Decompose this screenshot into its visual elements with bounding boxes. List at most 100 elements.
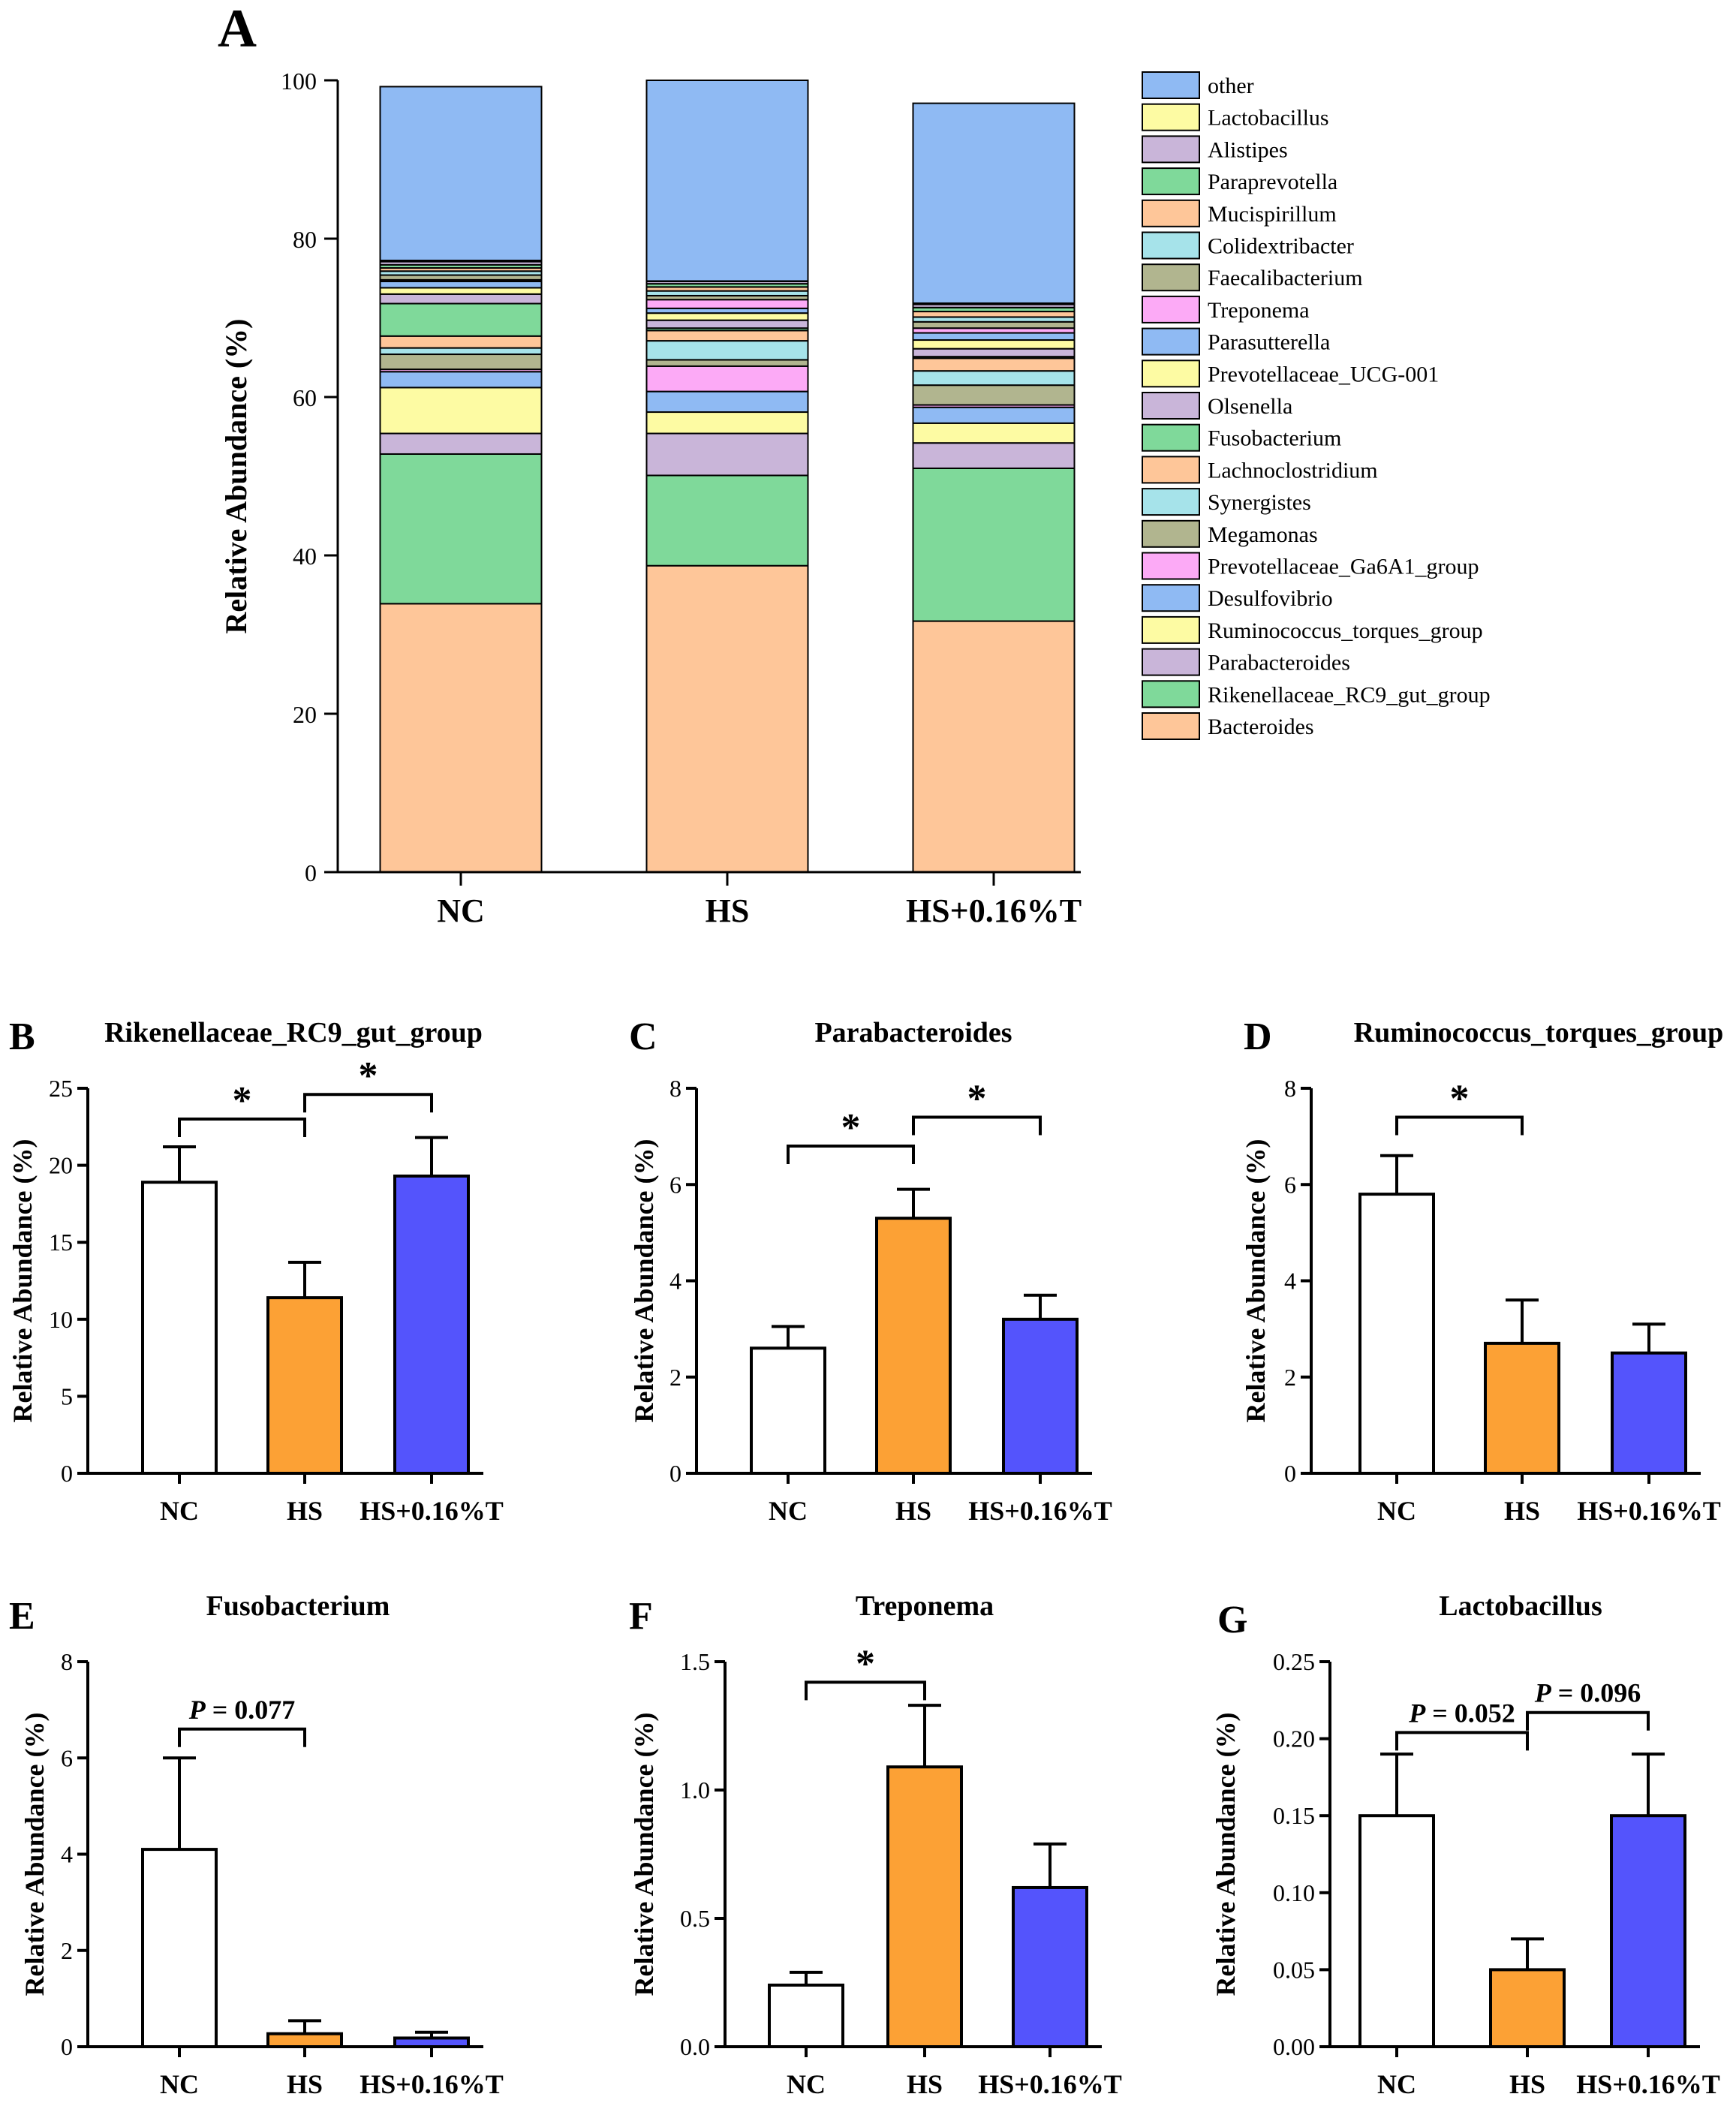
legend-label: Bacteroides: [1208, 715, 1314, 739]
bar-hs: [266, 1296, 343, 1476]
stack-segment-desulfovibrio: [645, 390, 809, 414]
panel-e: E Fusobacterium 0 2 4 6 8 NC HS HS+0.16%T Relative…: [9, 1590, 504, 2099]
legend-label: Paraprevotella: [1208, 170, 1337, 194]
y-axis-title: Relative Abundance (%): [8, 1139, 38, 1423]
legend-label: Synergistes: [1208, 490, 1311, 515]
significance-star: *: [856, 1642, 875, 1685]
stack-segment-prevotellaceae-ucg-001: [912, 339, 1076, 350]
stack-segment-prevotellaceae-ucg-001: [645, 312, 809, 321]
panel-label-c: C: [629, 1015, 657, 1058]
legend-label: Colidextribacter: [1208, 234, 1354, 259]
stack-segment-other: [645, 80, 809, 282]
stack-segment-ruminococcus-torques-group: [379, 387, 543, 435]
significance-star: *: [1450, 1077, 1470, 1120]
x-tick-label: NC: [1377, 1496, 1416, 1526]
legend-label: Lactobacillus: [1208, 106, 1329, 131]
stack-segment-synergistes: [645, 340, 809, 361]
y-axis-title: Relative Abundance (%): [1241, 1139, 1271, 1423]
legend-label: Prevotellaceae_Ga6A1_group: [1208, 555, 1479, 579]
x-tick-label: HS: [895, 1496, 931, 1526]
p-symbol: P: [1408, 1698, 1426, 1728]
legend-label: Alistipes: [1208, 137, 1288, 162]
x-tick-label: HS: [706, 892, 750, 929]
y-axis-title: Relative Abundance (%): [219, 319, 253, 634]
bar-hs: [1489, 1968, 1566, 2048]
x-tick-label: HS+0.16%T: [968, 1496, 1112, 1526]
stack-segment-treponema: [645, 299, 809, 309]
stack-segment-prevotellaceae-ucg-001: [379, 287, 543, 295]
y-tick-label: 1.0: [680, 1777, 710, 1804]
y-tick-label: 100: [281, 68, 317, 95]
stack-segment-olsenella: [379, 293, 543, 305]
x-tick-label: HS+0.16%T: [360, 1496, 504, 1526]
x-tick-label: NC: [160, 1496, 199, 1526]
stack-segment-mucispirillum: [912, 311, 1076, 318]
y-tick-label: 20: [49, 1152, 73, 1179]
significance-star: *: [359, 1054, 378, 1097]
significance-bracket: [303, 1093, 433, 1113]
legend-label: Parabacteroides: [1208, 651, 1350, 675]
legend-swatch-megamonas: [1142, 519, 1200, 548]
stack-segment-desulfovibrio: [379, 371, 543, 389]
legend-label: Desulfovibrio: [1208, 586, 1333, 611]
y-tick-label: 0.05: [1273, 1956, 1315, 1983]
bar-hs-0-16-t: [1002, 1317, 1079, 1476]
legend-label: Faecalibacterium: [1208, 266, 1363, 290]
y-tick-label: 2: [61, 1937, 73, 1964]
legend-swatch-ruminococcus-torques-group: [1142, 615, 1200, 644]
legend-swatch-rikenellaceae-rc9-gut-group: [1142, 680, 1200, 709]
bar-nc: [141, 1848, 218, 2048]
significance-bracket: [178, 1727, 306, 1747]
bar-hs: [266, 2032, 343, 2049]
y-tick-label: 0: [61, 2033, 73, 2060]
y-tick-label: 15: [49, 1229, 73, 1256]
legend-label: Rikenellaceae_RC9_gut_group: [1208, 682, 1491, 707]
y-tick-label: 8: [61, 1648, 73, 1675]
stack-segment-olsenella: [645, 319, 809, 329]
y-tick-label: 8: [1284, 1075, 1296, 1102]
stack-segment-rikenellaceae-rc9-gut-group: [645, 474, 809, 567]
legend-label: Treponema: [1208, 298, 1310, 323]
x-tick-label: HS+0.16%T: [360, 2069, 504, 2099]
panel-b: B Rikenellaceae_RC9_gut_group 0 5 10 15 20 25 NC…: [8, 1015, 504, 1526]
panel-label-b: B: [9, 1015, 35, 1058]
stack-segment-synergistes: [912, 370, 1076, 387]
significance-label: P = 0.052: [1408, 1698, 1515, 1728]
stack-segment-megamonas: [379, 354, 543, 371]
x-tick-label: HS: [287, 1496, 323, 1526]
bar-hs-0-16-t: [1610, 1814, 1686, 2048]
y-tick-label: 0.5: [680, 1905, 710, 1932]
stack-segment-olsenella: [912, 347, 1076, 358]
stack-segment-rikenellaceae-rc9-gut-group: [379, 453, 543, 605]
legend-label: Prevotellaceae_UCG-001: [1208, 362, 1439, 387]
y-tick-label: 80: [293, 226, 317, 253]
bar-nc: [768, 1983, 844, 2048]
bar-nc: [1358, 1814, 1435, 2048]
legend-swatch-other: [1142, 71, 1200, 99]
stack-segment-ruminococcus-torques-group: [912, 422, 1076, 444]
legend-swatch-bacteroides: [1142, 712, 1200, 740]
panel-c: C Parabacteroides 0 2 4 6 8 NC HS HS+0.16%T Relati…: [629, 1015, 1112, 1526]
stack-segment-parabacteroides: [379, 432, 543, 455]
y-tick-label: 6: [61, 1744, 73, 1771]
y-tick-label: 25: [49, 1075, 73, 1102]
y-tick-label: 4: [61, 1841, 73, 1868]
panel-title: Rikenellaceae_RC9_gut_group: [104, 1017, 483, 1048]
y-tick-label: 10: [49, 1306, 73, 1333]
stack-segment-desulfovibrio: [912, 406, 1076, 424]
x-tick-label: HS: [1504, 1496, 1540, 1526]
x-tick-label: HS: [1509, 2069, 1545, 2099]
bar-nc: [141, 1181, 218, 1475]
y-axis-title: Relative Abundance (%): [1211, 1713, 1241, 1996]
y-tick-label: 0.0: [680, 2033, 710, 2060]
panel-d: D Ruminococcus_torques_group 0 2 4 6 8 NC HS HS+0…: [1241, 1015, 1723, 1526]
legend-label: Parasutterella: [1208, 330, 1330, 355]
panel-title: Lactobacillus: [1439, 1590, 1602, 1622]
significance-label: P = 0.077: [188, 1695, 296, 1725]
y-tick-label: 6: [1284, 1171, 1296, 1198]
stack-segment-prevotellaceae-ga6a1-group: [645, 365, 809, 393]
x-tick-label: HS+0.16%T: [1576, 2069, 1720, 2099]
legend-swatch-desulfovibrio: [1142, 584, 1200, 612]
stack-segment-lachnoclostridium: [379, 335, 543, 349]
y-tick-label: 0: [61, 1460, 73, 1487]
